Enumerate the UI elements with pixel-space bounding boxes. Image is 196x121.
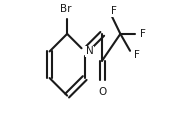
Text: O: O xyxy=(98,87,106,97)
Text: N: N xyxy=(86,46,94,56)
Text: F: F xyxy=(111,7,117,16)
Text: F: F xyxy=(134,50,140,60)
Text: F: F xyxy=(140,29,146,39)
Text: Br: Br xyxy=(60,4,72,14)
